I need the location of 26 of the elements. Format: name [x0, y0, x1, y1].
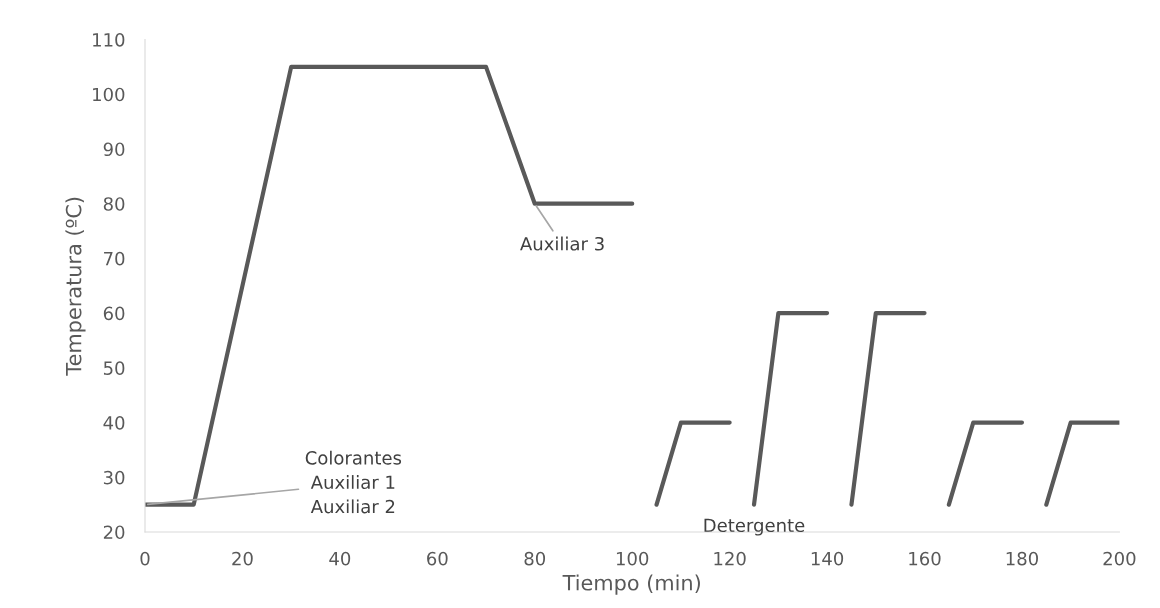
- y-tick-label: 100: [93, 87, 125, 102]
- x-tick-label: 60: [427, 551, 448, 566]
- y-tick-label: 110: [93, 32, 125, 47]
- annotation: Auxiliar 3: [520, 236, 604, 251]
- x-tick-label: 120: [714, 551, 746, 566]
- y-tick-label: 90: [103, 142, 125, 157]
- x-tick-label: 0: [140, 551, 150, 566]
- x-tick-label: 200: [1103, 551, 1136, 566]
- y-tick-label: 40: [103, 416, 125, 430]
- x-tick-label: 40: [329, 551, 351, 566]
- x-tick-label: 140: [811, 551, 844, 566]
- x-tick-label: 100: [616, 551, 649, 566]
- y-tick-label: 70: [104, 251, 125, 266]
- y-axis-title: Temperatura (ºC): [65, 197, 86, 376]
- annotation: Colorantes Auxiliar 1 Auxiliar 2: [305, 450, 402, 514]
- y-tick-label: 30: [103, 470, 125, 485]
- annotation: Detergente: [704, 518, 805, 536]
- x-axis-title: Tiempo (min): [562, 574, 700, 595]
- y-tick-label: 60: [103, 306, 125, 321]
- y-tick-label: 50: [103, 361, 125, 375]
- y-tick-label: 80: [103, 197, 125, 211]
- x-tick-label: 20: [232, 551, 253, 566]
- x-tick-label: 80: [524, 551, 546, 566]
- y-tick-label: 20: [103, 525, 125, 540]
- x-tick-label: 160: [909, 551, 941, 566]
- x-tick-label: 180: [1006, 551, 1038, 566]
